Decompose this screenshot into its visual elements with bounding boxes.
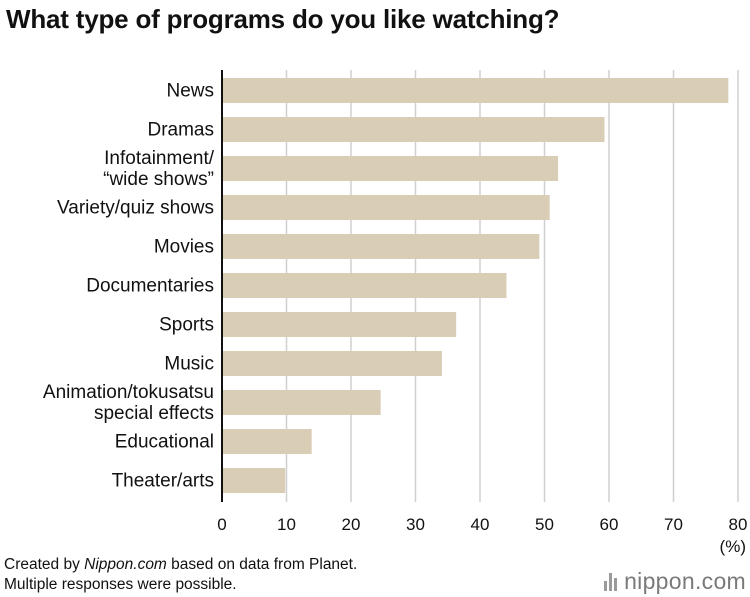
category-label: Infotainment/ xyxy=(104,148,215,169)
category-label: “wide shows” xyxy=(103,169,214,190)
x-tick-label: 60 xyxy=(600,515,619,534)
bar xyxy=(222,156,559,181)
bar xyxy=(222,351,442,376)
bar xyxy=(222,117,605,142)
x-tick-label: 0 xyxy=(217,515,226,534)
chart-title: What type of programs do you like watchi… xyxy=(6,4,560,34)
source-note: Created by Nippon.com based on data from… xyxy=(4,556,357,574)
category-label: Dramas xyxy=(147,120,214,141)
category-label: Music xyxy=(164,354,214,375)
source-name: Nippon.com xyxy=(84,556,167,573)
bars xyxy=(222,78,729,493)
category-label: Sports xyxy=(159,315,214,336)
category-label: Documentaries xyxy=(86,276,214,297)
category-label: Movies xyxy=(154,237,214,258)
brand-mark-icon xyxy=(604,572,618,591)
bar xyxy=(222,78,729,103)
x-tick-label: 50 xyxy=(535,515,554,534)
bar xyxy=(222,429,312,454)
bar xyxy=(222,390,381,415)
category-label: News xyxy=(166,81,214,102)
bar xyxy=(222,234,540,259)
category-label: special effects xyxy=(94,403,214,424)
brand-name-main: nippon xyxy=(624,568,695,594)
x-tick-label: 30 xyxy=(406,515,425,534)
bar xyxy=(222,468,286,493)
category-labels: News Dramas Infotainment/“wide shows” Varie… xyxy=(43,81,215,492)
category-label: Variety/quiz shows xyxy=(57,198,214,219)
responses-note: Multiple responses were possible. xyxy=(4,576,237,593)
bar xyxy=(222,312,457,337)
brand-name-suffix: .com xyxy=(694,568,746,594)
brand-logo: nippon.com xyxy=(604,568,746,595)
x-tick-label: 10 xyxy=(277,515,296,534)
source-note-suffix: based on data from Planet. xyxy=(166,556,358,573)
bar-chart: News Dramas Infotainment/“wide shows” Varie… xyxy=(43,70,747,534)
x-unit-label: (%) xyxy=(719,537,746,556)
source-note-prefix: Created by xyxy=(4,556,85,573)
brand-name: nippon.com xyxy=(624,568,746,595)
bar xyxy=(222,195,550,220)
category-label: Animation/tokusatsu xyxy=(43,382,214,403)
x-tick-labels: 0 10 20 30 40 50 60 70 80 xyxy=(217,515,747,534)
x-tick-label: 40 xyxy=(471,515,490,534)
x-tick-label: 20 xyxy=(342,515,361,534)
bar xyxy=(222,273,507,298)
x-tick-label: 70 xyxy=(664,515,683,534)
x-tick-label: 80 xyxy=(729,515,748,534)
category-label: Educational xyxy=(115,432,214,453)
category-label: Theater/arts xyxy=(112,471,214,492)
